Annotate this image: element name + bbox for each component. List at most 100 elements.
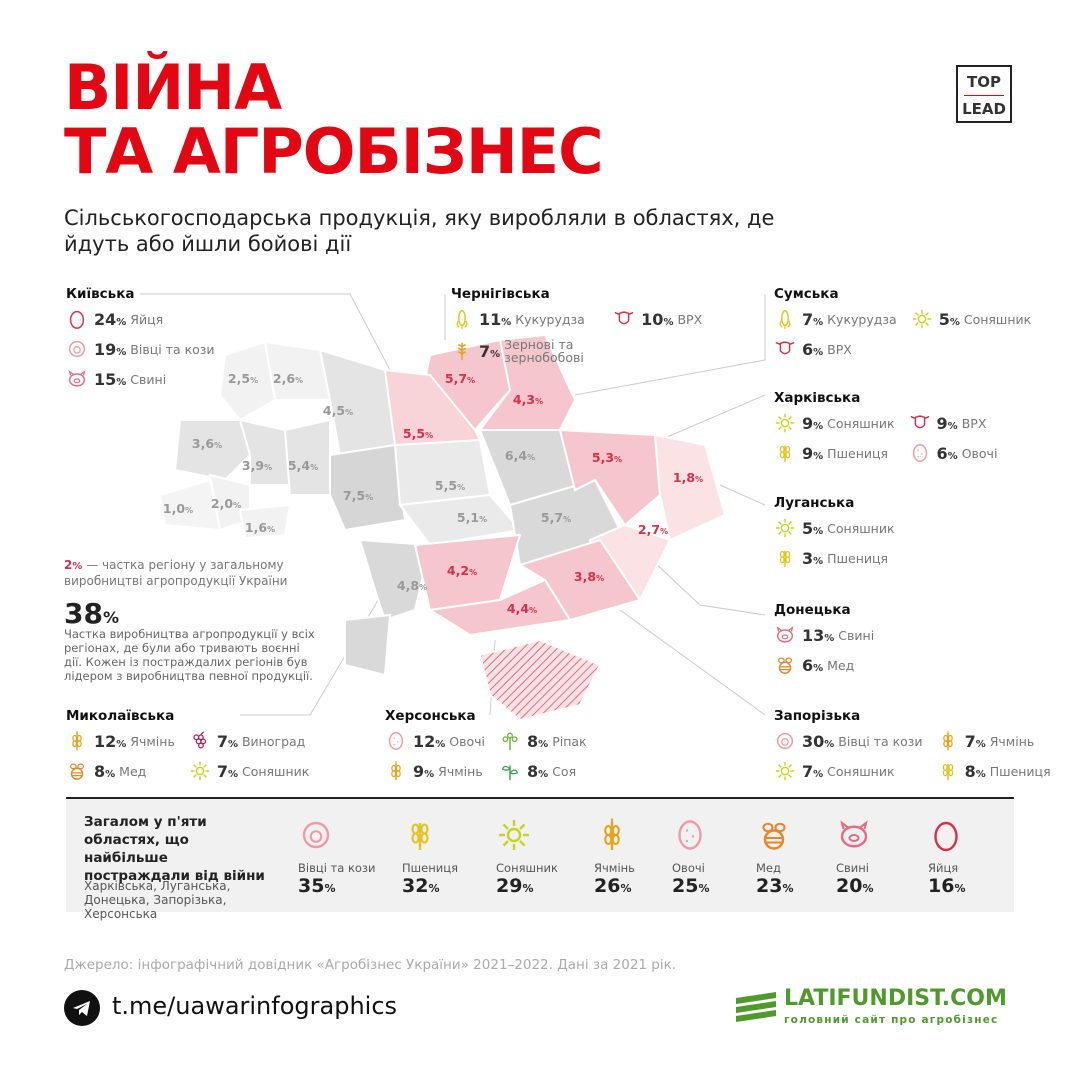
- region-name: Чернігівська: [451, 286, 550, 302]
- sunflower-icon: [189, 760, 211, 782]
- product-share: 13%: [802, 625, 835, 645]
- summary-item-value: 16%: [928, 875, 966, 897]
- product-item: 7% Зернові та зернобобові: [451, 338, 599, 364]
- pig-icon: [66, 368, 88, 390]
- summary-item: Яйця 16%: [928, 817, 1018, 897]
- logo-top: TOP: [967, 73, 1001, 91]
- product-label: Ячмінь: [989, 733, 1035, 749]
- wheat-icon: [402, 817, 438, 853]
- wheat-icon: [937, 760, 959, 782]
- product-label: Овочі: [449, 733, 486, 749]
- summary-item-label: Свині: [836, 861, 869, 875]
- potato-icon: [672, 817, 708, 853]
- product-label: Соняшник: [963, 311, 1032, 327]
- callout-zaporizka: Запорізька 30% Вівці та кози 7% Ячмінь 7% Сон…: [774, 708, 1051, 782]
- product-label: Ячмінь: [438, 763, 483, 779]
- summary-title: Загалом у п'яти областях, що найбільше п…: [84, 814, 265, 884]
- product-item: 8% Пшениця: [937, 760, 1051, 782]
- sunflower-icon: [911, 308, 933, 330]
- leader-sumy: [574, 294, 766, 396]
- product-share: 9%: [413, 761, 435, 781]
- product-share: 7%: [802, 309, 824, 329]
- logo-divider: [964, 95, 1004, 96]
- sunflower-icon: [774, 760, 796, 782]
- callout-luhanska: Луганська 5% Соняшник 3% Пшениця: [774, 495, 895, 569]
- region-name: Луганська: [774, 495, 855, 511]
- egg-icon: [928, 817, 964, 853]
- leader-zaporizhzhia: [619, 609, 766, 716]
- product-item: 11% Кукурудза: [451, 308, 599, 330]
- summary-item-label: Овочі: [672, 861, 705, 875]
- callout-kyivska: Київська 24% Яйця 19% Вівці та кози 15% Свині: [66, 286, 215, 390]
- product-share: 8%: [964, 761, 986, 781]
- subtitle: Сільськогосподарська продукція, яку виро…: [64, 206, 775, 256]
- bee-icon: [756, 817, 792, 853]
- cow-icon: [909, 412, 931, 434]
- sunflower-icon: [774, 412, 796, 434]
- summary-item-value: 35%: [298, 875, 336, 897]
- summary-regions: Харківська, Луганська, Донецька, Запоріз…: [84, 879, 231, 921]
- region-lviv: [173, 419, 252, 482]
- summary-item-value: 23%: [756, 875, 794, 897]
- region-volyn: [218, 340, 277, 422]
- product-share: 30%: [802, 731, 835, 751]
- leader-kharkiv: [659, 394, 766, 441]
- bee-icon: [66, 760, 88, 782]
- region-crimea: [478, 638, 602, 722]
- product-label: Пшениця: [827, 550, 889, 566]
- map-value-label: 2,7%: [638, 522, 668, 537]
- product-share: 9%: [802, 413, 824, 433]
- corn-icon: [774, 308, 796, 330]
- latifundist-field-icon: [736, 992, 776, 1022]
- toplead-logo: TOP LEAD: [956, 65, 1012, 123]
- product-item: 9% Ячмінь: [385, 760, 485, 782]
- product-label: Пшениця: [827, 445, 889, 461]
- product-item: 7% Соняшник: [189, 760, 310, 782]
- callout-kharkivska: Харківська 9% Соняшник 9% ВРХ 9% Пшениця 6% Ово…: [774, 390, 997, 464]
- telegram-icon[interactable]: [64, 990, 100, 1026]
- ukraine-map: 2,5% 2,6%4,5%3,6%3,9% 5,4%1,0% 2,0%1,6%7,5%…: [140, 293, 766, 722]
- telegram-link[interactable]: t.me/uawarinfographics: [112, 992, 398, 1020]
- product-label: Свині: [838, 627, 875, 643]
- product-label: Соняшник: [241, 763, 310, 779]
- product-label: Пшениця: [989, 763, 1051, 779]
- egg-icon: [66, 308, 88, 330]
- product-share: 7%: [964, 731, 986, 751]
- summary-item-value: 32%: [402, 875, 440, 897]
- region-cherkasy: [393, 438, 492, 507]
- product-label: ВРХ: [827, 341, 852, 357]
- wheat-icon: [774, 442, 796, 464]
- product-item: 3% Пшениця: [774, 547, 895, 569]
- region-vinnytsia: [329, 443, 407, 532]
- product-item: 6% Овочі: [909, 442, 997, 464]
- product-share: 7%: [479, 341, 501, 361]
- summary-item: Свині 20%: [836, 817, 926, 897]
- product-item: 6% Мед: [774, 654, 874, 676]
- page-title: ВІЙНА ТА АГРОБІЗНЕС: [64, 56, 604, 184]
- summary-item-value: 20%: [836, 875, 874, 897]
- region-name: Сумська: [774, 286, 839, 302]
- barley-icon: [385, 760, 407, 782]
- barley-icon: [66, 730, 88, 752]
- sunflower-icon: [774, 517, 796, 539]
- summary-item: Пшениця 32%: [402, 817, 492, 897]
- product-label: ВРХ: [677, 311, 703, 327]
- legend-text: — частка регіону у загальному виробництв…: [64, 558, 288, 588]
- product-label: Вівці та кози: [130, 341, 215, 357]
- product-label: Виноград: [241, 733, 306, 749]
- product-share: 24%: [94, 309, 127, 329]
- product-label: Ріпак: [552, 733, 587, 749]
- product-label: Кукурудза: [827, 311, 897, 327]
- product-share: 6%: [802, 655, 824, 675]
- sunflower-icon: [496, 817, 532, 853]
- summary-item-label: Яйця: [928, 861, 959, 875]
- map-legend-note: 2% — частка регіону у загальному виробни…: [64, 558, 314, 588]
- product-label: Мед: [827, 657, 855, 673]
- product-item: 15% Свині: [66, 368, 215, 390]
- summary-item-label: Мед: [756, 861, 781, 875]
- product-label: Ячмінь: [130, 733, 175, 749]
- summary-item-label: Пшениця: [402, 861, 458, 875]
- product-label: Вівці та кози: [838, 733, 923, 749]
- product-item: 19% Вівці та кози: [66, 338, 215, 360]
- product-item: 7% Виноград: [189, 730, 310, 752]
